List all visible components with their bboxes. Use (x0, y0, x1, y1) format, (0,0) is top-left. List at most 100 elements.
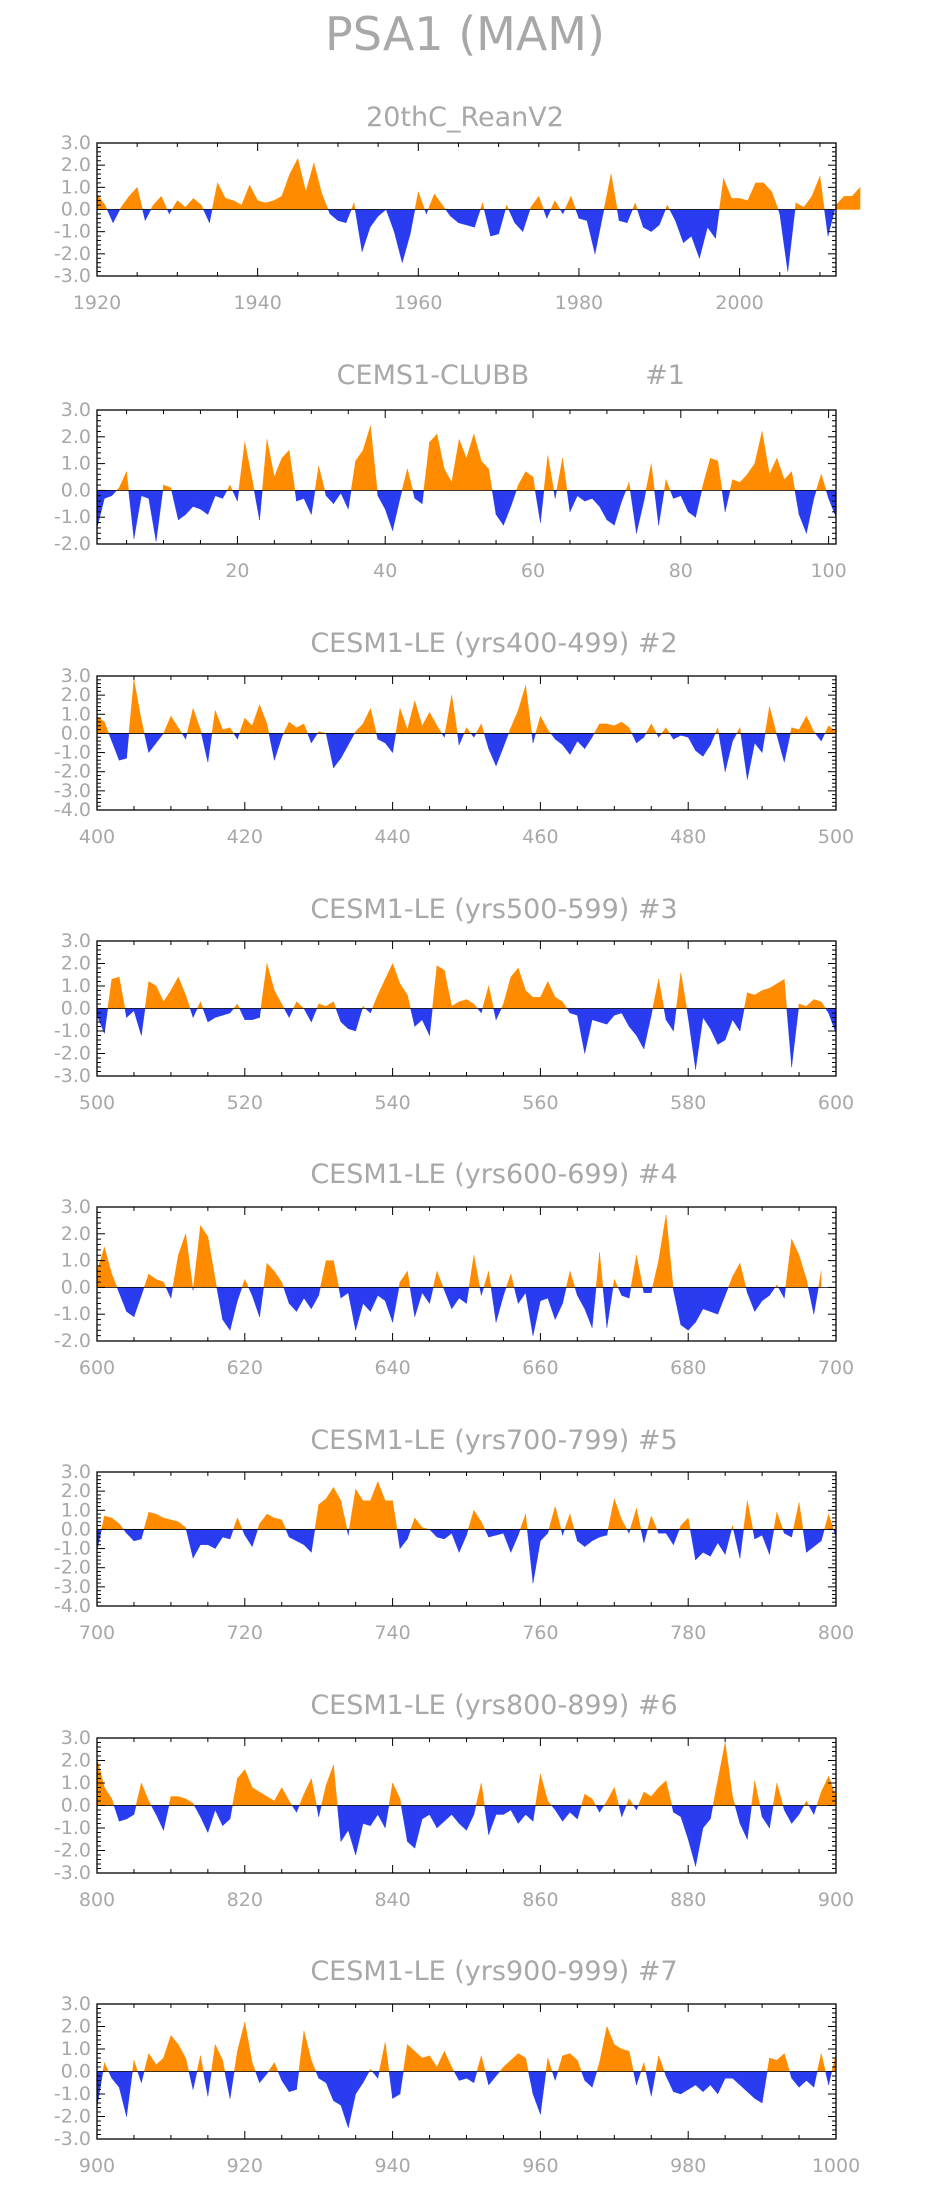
y-tick-label: 0.0 (61, 479, 91, 501)
x-tick-label: 500 (79, 1092, 115, 1114)
x-tick-label: 780 (670, 1622, 706, 1644)
negative-anomaly-area (96, 2071, 833, 2128)
x-tick-label: 20 (225, 560, 249, 582)
panel-cems1-clubb: CEMS1-CLUBB #1 3.0 2.0 1.0 0.0 -1.0 -2.0 20 40 6… (54, 360, 847, 582)
negative-anomaly-area (96, 1008, 837, 1070)
x-tick-label: 600 (79, 1357, 115, 1379)
x-tick-label: 920 (227, 2155, 263, 2177)
y-tick-label: 3.0 (61, 399, 91, 421)
panel-subtitle: #1 (645, 360, 685, 391)
y-tick-label: 3.0 (61, 930, 91, 952)
y-tick-label: -2.0 (54, 1330, 91, 1352)
x-tick-label: 1940 (233, 292, 281, 314)
panel-title: CESM1-LE (yrs700-799) #5 (310, 1425, 677, 1456)
y-tick-label: 0.0 (61, 199, 91, 221)
y-tick-label: 2.0 (61, 1750, 91, 1772)
y-tick-label: 0.0 (61, 722, 91, 744)
negative-anomaly-area (106, 209, 836, 272)
y-tick-label: 3.0 (61, 1461, 91, 1483)
y-tick-label: 1.0 (61, 453, 91, 475)
y-tick-label: -2.0 (54, 243, 91, 265)
positive-anomaly-area (107, 963, 827, 1009)
x-tick-label: 460 (522, 826, 558, 848)
y-tick-label: 2.0 (61, 426, 91, 448)
negative-anomaly-area (96, 490, 837, 542)
x-tick-label: 960 (522, 2155, 558, 2177)
y-tick-label: -1.0 (54, 2083, 91, 2105)
x-tick-label: 40 (373, 560, 397, 582)
y-tick-label: 0.0 (61, 1518, 91, 1540)
y-tick-label: 0.0 (61, 998, 91, 1020)
panel-title: CESM1-LE (yrs800-899) #6 (310, 1690, 677, 1721)
x-tick-label: 620 (227, 1357, 263, 1379)
y-tick-label: -2.0 (54, 1840, 91, 1862)
positive-anomaly-area (96, 1215, 822, 1288)
positive-anomaly-area (101, 1481, 834, 1530)
positive-anomaly-area (96, 158, 861, 210)
y-tick-label: 3.0 (61, 665, 91, 687)
y-tick-label: -2.0 (54, 2106, 91, 2128)
y-tick-label: 3.0 (61, 1993, 91, 2015)
x-tick-label: 580 (670, 1092, 706, 1114)
y-tick-label: 0.0 (61, 1276, 91, 1298)
y-tick-label: 3.0 (61, 1196, 91, 1218)
panel-title: CESM1-LE (yrs500-599) #3 (310, 894, 677, 925)
plot-frame (96, 409, 837, 545)
y-tick-label: -3.0 (54, 1065, 91, 1087)
x-tick-label: 1000 (812, 2155, 860, 2177)
y-tick-label: 0.0 (61, 2061, 91, 2083)
x-tick-label: 500 (818, 826, 854, 848)
y-tick-label: 1.0 (61, 975, 91, 997)
y-tick-label: -1.0 (54, 1538, 91, 1560)
panel-title: CEMS1-CLUBB (337, 360, 530, 391)
panel-20thc-reanv2: 20thC_ReanV2 3.02.01.00.0-1.0-2.0-3.0 192… (54, 102, 861, 314)
panel-cesm1-le-600: CESM1-LE (yrs600-699) #4 3.0 2.0 1.0 0.0 -1.… (54, 1159, 854, 1379)
x-tick-label: 900 (79, 2155, 115, 2177)
y-tick-label: -1.0 (54, 1020, 91, 1042)
positive-anomaly-area (96, 679, 837, 734)
y-tick-label: -1.0 (54, 506, 91, 528)
x-tick-label: 720 (227, 1622, 263, 1644)
y-tick-label: 1.0 (61, 2038, 91, 2060)
negative-anomaly-area (96, 1529, 837, 1584)
figure-title: PSA1 (MAM) (325, 7, 605, 61)
x-tick-label: 980 (670, 2155, 706, 2177)
negative-anomaly-area (108, 733, 826, 780)
y-tick-label: 2.0 (61, 1223, 91, 1245)
y-tick-label: -1.0 (54, 1817, 91, 1839)
y-tick-label: -2.0 (54, 1043, 91, 1065)
y-tick-label: 1.0 (61, 176, 91, 198)
panel-cesm1-le-500: CESM1-LE (yrs500-599) #3 3.02.01.00.0-1.… (54, 894, 854, 1114)
y-tick-label: 2.0 (61, 154, 91, 176)
y-tick-label: 2.0 (61, 2016, 91, 2038)
y-tick-label: 2.0 (61, 684, 91, 706)
x-tick-label: 1960 (394, 292, 442, 314)
y-tick-label: -4.0 (54, 799, 91, 821)
x-tick-label: 680 (670, 1357, 706, 1379)
x-tick-label: 880 (670, 1889, 706, 1911)
y-tick-label: 1.0 (61, 1250, 91, 1272)
x-tick-label: 80 (669, 560, 693, 582)
panel-cesm1-le-400: CESM1-LE (yrs400-499) #2 3.02.01.00.0-1.… (54, 628, 854, 848)
x-tick-label: 800 (79, 1889, 115, 1911)
y-tick-label: -3.0 (54, 265, 91, 287)
x-tick-label: 800 (818, 1622, 854, 1644)
y-tick-label: 2.0 (61, 1480, 91, 1502)
negative-anomaly-area (113, 1805, 818, 1867)
positive-anomaly-area (116, 426, 827, 491)
x-tick-label: 100 (810, 560, 846, 582)
negative-anomaly-area (116, 1287, 819, 1336)
x-tick-label: 600 (818, 1092, 854, 1114)
x-tick-label: 700 (79, 1622, 115, 1644)
panel-title: CESM1-LE (yrs400-499) #2 (310, 628, 677, 659)
panel-cesm1-le-800: CESM1-LE (yrs800-899) #6 3.02.01.00.0-1.… (54, 1690, 854, 1911)
x-tick-label: 540 (374, 1092, 410, 1114)
panel-cesm1-le-900: CESM1-LE (yrs900-999) #7 3.02.01.00.0-1.… (54, 1956, 860, 2177)
panel-title: 20thC_ReanV2 (366, 102, 564, 133)
y-tick-label: 3.0 (61, 132, 91, 154)
y-tick-label: -1.0 (54, 1303, 91, 1325)
x-tick-label: 640 (374, 1357, 410, 1379)
panel-cesm1-le-700: CESM1-LE (yrs700-799) #5 3.02.01.00.0-1.… (54, 1425, 854, 1644)
x-tick-label: 420 (227, 826, 263, 848)
